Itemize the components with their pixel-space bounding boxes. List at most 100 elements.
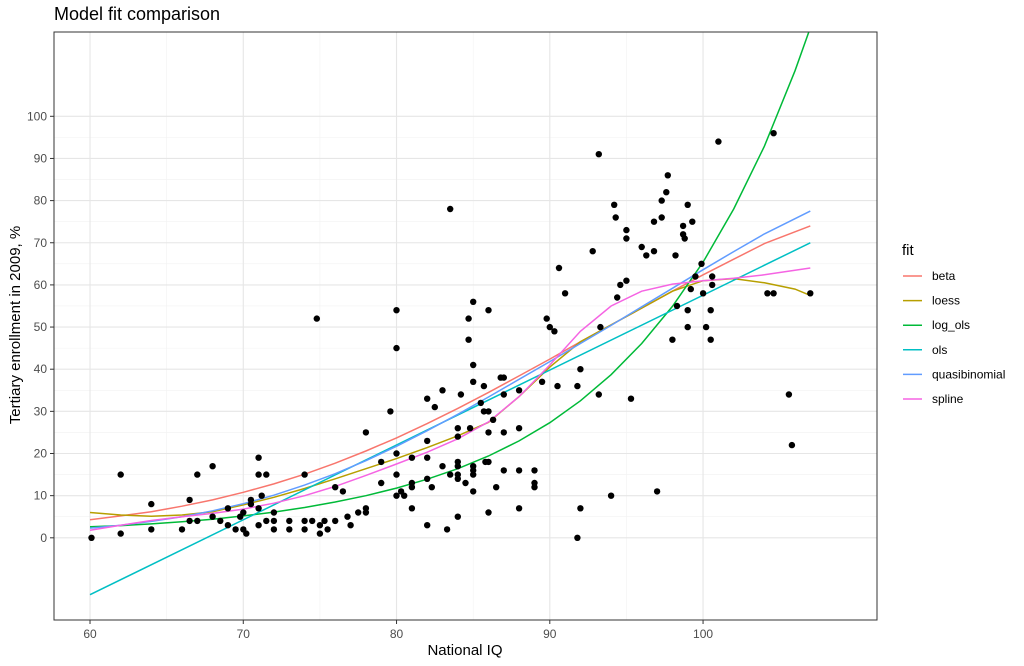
data-point [650, 218, 658, 225]
data-point [623, 226, 630, 234]
data-point [286, 517, 293, 525]
data-point [485, 509, 492, 516]
data-point [515, 387, 523, 394]
fit-line-quasibinomial [89, 210, 811, 529]
data-point [186, 496, 193, 504]
data-point [431, 403, 438, 411]
data-point [687, 285, 694, 293]
data-point [457, 391, 465, 398]
data-point [689, 218, 696, 225]
data-point [554, 382, 561, 390]
data-point [324, 526, 331, 533]
data-point [332, 517, 339, 525]
data-point [555, 264, 563, 272]
data-point [428, 484, 435, 491]
data-point [316, 522, 324, 529]
data-point [595, 391, 602, 398]
data-point [684, 201, 691, 208]
data-point [454, 425, 461, 432]
data-point [709, 273, 716, 280]
data-point [679, 222, 687, 230]
fit-line-spline [89, 267, 811, 531]
data-point [424, 522, 431, 529]
data-point [470, 471, 477, 478]
data-point [788, 441, 796, 449]
data-point [243, 530, 250, 537]
data-point [643, 252, 650, 259]
data-point [485, 408, 492, 415]
chart-title: Model fit comparison [54, 4, 221, 24]
data-point [148, 526, 155, 533]
data-point [500, 429, 507, 436]
legend-label-ols: ols [932, 343, 947, 357]
data-point [470, 298, 477, 305]
data-point [232, 526, 239, 533]
data-point [148, 500, 155, 508]
data-point [240, 509, 247, 516]
y-tick-label: 80 [34, 194, 48, 208]
x-tick-label: 100 [693, 627, 713, 641]
data-point [255, 454, 262, 461]
data-point [485, 307, 492, 314]
data-point [612, 214, 619, 221]
legend-title: fit [902, 242, 915, 259]
data-point [664, 172, 671, 179]
data-point [447, 471, 454, 478]
data-point [424, 395, 431, 402]
legend-label-quasibinomial: quasibinomial [932, 367, 1005, 381]
data-point [807, 290, 814, 297]
data-point [378, 479, 385, 487]
data-point [638, 243, 645, 251]
data-point [270, 509, 278, 516]
data-point [255, 471, 262, 478]
data-point [316, 530, 324, 537]
data-point [286, 526, 293, 533]
data-point [485, 458, 492, 466]
data-point [709, 281, 716, 289]
data-point [401, 492, 408, 499]
y-tick-label: 90 [34, 151, 48, 165]
data-point [465, 315, 472, 322]
data-point [623, 277, 630, 284]
data-point [672, 252, 679, 259]
data-point [617, 281, 624, 289]
panel-border [53, 31, 878, 621]
data-point [301, 517, 308, 525]
data-point [217, 517, 224, 525]
data-point [408, 454, 416, 461]
data-point [551, 328, 558, 335]
y-tick-label: 0 [40, 531, 47, 545]
fit-line-beta [89, 225, 811, 521]
data-point [477, 399, 484, 407]
data-point [611, 201, 618, 208]
data-point [658, 197, 665, 204]
data-point [178, 526, 186, 533]
data-point [500, 391, 507, 398]
data-point [224, 522, 232, 529]
data-point [531, 484, 538, 491]
data-point [393, 344, 400, 352]
data-point [443, 526, 451, 533]
data-point [454, 475, 461, 482]
data-point [669, 336, 676, 343]
data-point [439, 463, 446, 470]
data-point [465, 336, 472, 343]
data-point [589, 248, 596, 255]
data-point [255, 522, 262, 529]
data-point [393, 450, 400, 457]
data-point [117, 471, 124, 478]
data-point [531, 467, 538, 474]
data-point [447, 205, 454, 213]
data-point [699, 290, 707, 297]
data-point [301, 526, 308, 533]
legend-label-log_ols: log_ols [932, 318, 970, 332]
legend-label-loess: loess [932, 294, 960, 308]
y-tick-label: 30 [34, 404, 48, 418]
y-tick-label: 70 [34, 236, 48, 250]
data-point [194, 471, 201, 478]
data-point [597, 323, 604, 331]
data-point [332, 484, 339, 491]
data-point [627, 395, 635, 402]
data-point [770, 290, 777, 297]
